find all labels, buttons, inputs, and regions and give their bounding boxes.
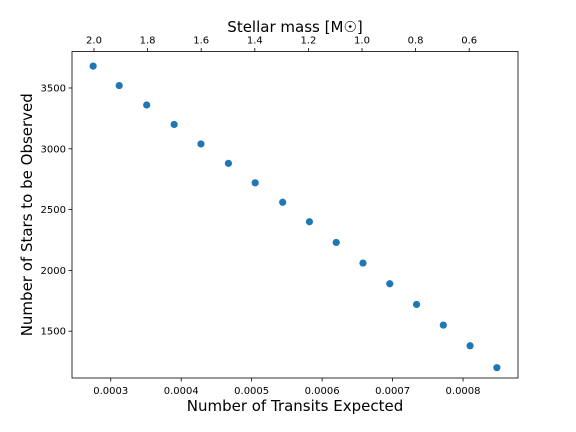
top-tick-label: 1.2 [300,36,316,47]
y-tick-label: 2000 [41,266,66,277]
data-point [493,364,501,372]
data-point [279,198,287,206]
data-point [386,280,394,288]
x-tick-label: 0.0003 [93,386,128,397]
y-tick-label: 3000 [41,144,66,155]
y-tick-label: 3500 [41,83,66,94]
data-point [197,140,205,148]
top-tick-label: 0.8 [408,36,424,47]
data-point [332,238,340,247]
data-point [359,259,367,267]
data-point [224,159,233,167]
x-tick-label: 0.0005 [234,386,269,397]
top-x-axis: 2.0 1.8 1.6 1.4 1.2 1.0 0.8 0.6 [86,36,477,52]
data-point [251,179,259,187]
data-point [115,81,123,90]
x-axis-label: Number of Transits Expected [187,397,404,415]
data-point [305,218,314,226]
x-tick-label: 0.0006 [305,386,340,397]
data-point [439,321,447,329]
top-axis-label: Stellar mass [M☉] [227,18,362,36]
y-tick-label: 2500 [41,205,66,216]
top-tick-label: 1.0 [354,36,370,47]
y-tick-label: 1500 [41,327,66,338]
plot-frame [71,51,519,379]
top-tick-label: 1.4 [247,36,263,47]
data-point [89,62,97,70]
left-y-axis: 1500 2000 2500 3000 3500 [41,83,72,338]
top-tick-label: 1.6 [193,36,209,47]
top-tick-label: 0.6 [461,36,477,47]
top-tick-label: 2.0 [86,36,102,47]
top-tick-label: 1.8 [140,36,156,47]
data-point [412,300,421,309]
x-tick-label: 0.0004 [164,386,199,397]
x-tick-label: 0.0007 [375,386,410,397]
data-point [143,101,151,109]
data-point [170,120,178,129]
x-tick-label: 0.0008 [446,386,481,397]
data-points [89,62,501,372]
data-point [466,342,474,350]
y-axis-label: Number of Stars to be Observed [18,93,36,336]
bottom-x-axis: 0.0003 0.0004 0.0005 0.0006 0.0007 0.0008 [93,378,481,397]
